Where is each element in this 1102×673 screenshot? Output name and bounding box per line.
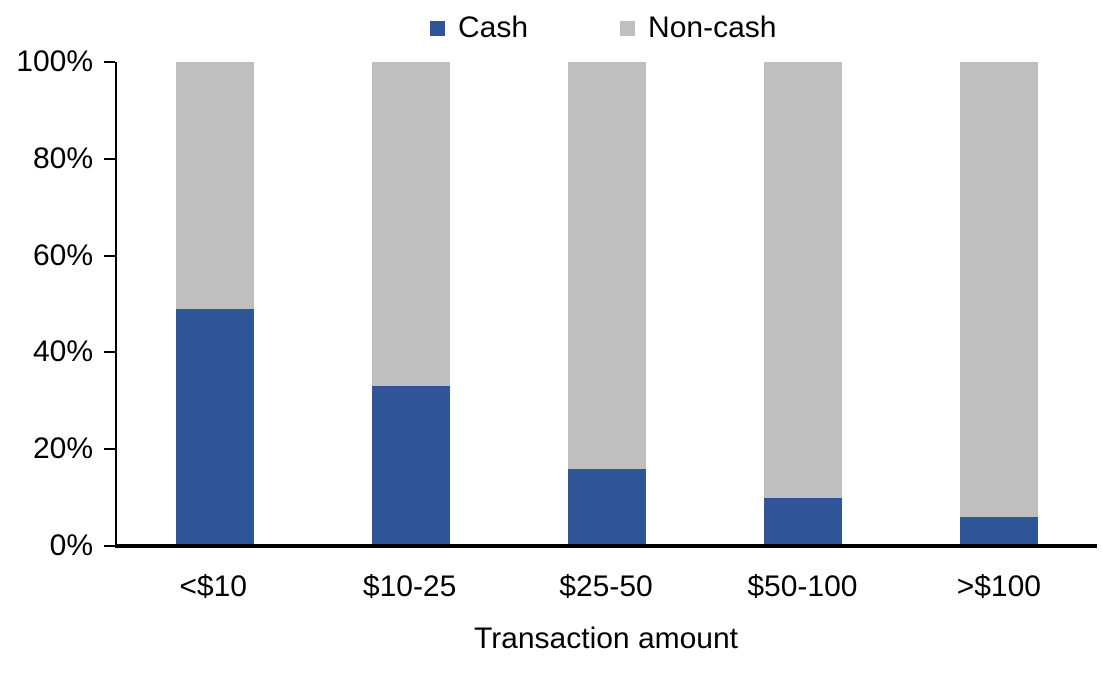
y-tick-mark [104,545,115,547]
bar-slot-50-100 [705,62,901,546]
plot-area [104,61,1097,548]
y-tick-mark [104,254,115,257]
bar-segment-non-cash [568,62,646,469]
y-tick-mark [104,351,115,354]
x-tick-label-10-25: $10-25 [362,570,457,603]
bars-container [117,62,1097,546]
bar-segment-non-cash [372,62,450,387]
bar-segment-cash [568,468,646,546]
bar-25-50 [568,62,646,546]
legend-label-cash: Cash [458,11,529,44]
y-tick-mark [104,157,115,160]
bar-segment-non-cash [960,62,1038,517]
bar-segment-cash [176,308,254,546]
x-axis-line [115,544,1097,548]
y-tick-mark [104,448,115,451]
legend-label-non-cash: Non-cash [648,11,777,44]
x-tick-label-50-100: $50-100 [747,570,858,603]
y-tick-label: 40% [32,335,93,369]
bar-slot-25-50 [509,62,705,546]
bar-10 [176,62,254,546]
bar-slot-10-25 [313,62,509,546]
y-tick-label: 80% [32,141,93,175]
bar-segment-non-cash [176,62,254,309]
bar-slot-100 [901,62,1097,546]
bar-segment-non-cash [764,62,842,498]
y-axis-labels: 0% 20% 40% 60% 80% 100% [0,45,93,562]
legend: Cash Non-cash [430,10,776,46]
bar-segment-cash [372,386,450,546]
bar-10-25 [372,62,450,546]
legend-item-non-cash: Non-cash [620,10,776,46]
bar-segment-cash [960,516,1038,546]
y-tick-label: 100% [16,45,93,78]
x-axis-labels: <$10 $10-25 $25-50 $50-100 >$100 [115,570,1097,604]
legend-item-cash: Cash [430,10,528,46]
y-tick-label: 60% [32,238,93,272]
legend-swatch-cash-icon [430,20,445,36]
x-axis-title: Transaction amount [473,622,739,655]
y-tick-label: 0% [49,529,93,562]
bar-slot-10 [117,62,313,546]
x-tick-label-100: >$100 [956,570,1041,603]
bar-50-100 [764,62,842,546]
bar-100 [960,62,1038,546]
x-tick-label-10: <$10 [179,570,247,603]
x-tick-label-25-50: $25-50 [559,570,653,603]
y-tick-mark [104,61,115,63]
legend-swatch-non-cash-icon [620,20,636,36]
y-tick-label: 20% [32,432,93,466]
bar-segment-cash [764,497,842,546]
